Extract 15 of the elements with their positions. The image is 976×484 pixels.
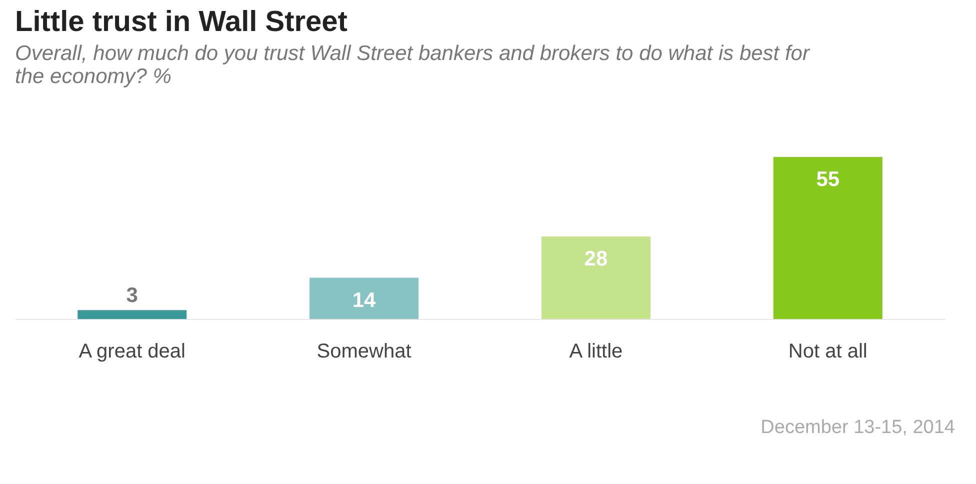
data-label: 28 [584,248,608,271]
chart-title: Little trust in Wall Street [15,6,348,38]
data-label: 14 [352,288,376,312]
data-label: 3 [126,284,138,308]
x-tick-label: Somewhat [316,340,412,362]
x-tick-label: A little [569,340,623,362]
chart-subtitle: Overall, how much do you trust Wall Street bankers and brokers to do what is best for the economy? % [15,42,810,88]
bar [773,157,882,319]
bar [310,278,419,319]
data-label: 55 [816,168,840,191]
x-tick-label: A great deal [78,340,186,362]
bar [541,236,650,319]
text: December 13-15, 2014 [760,417,956,438]
x-tick-label: Not at all [788,340,868,362]
bar [78,310,187,319]
